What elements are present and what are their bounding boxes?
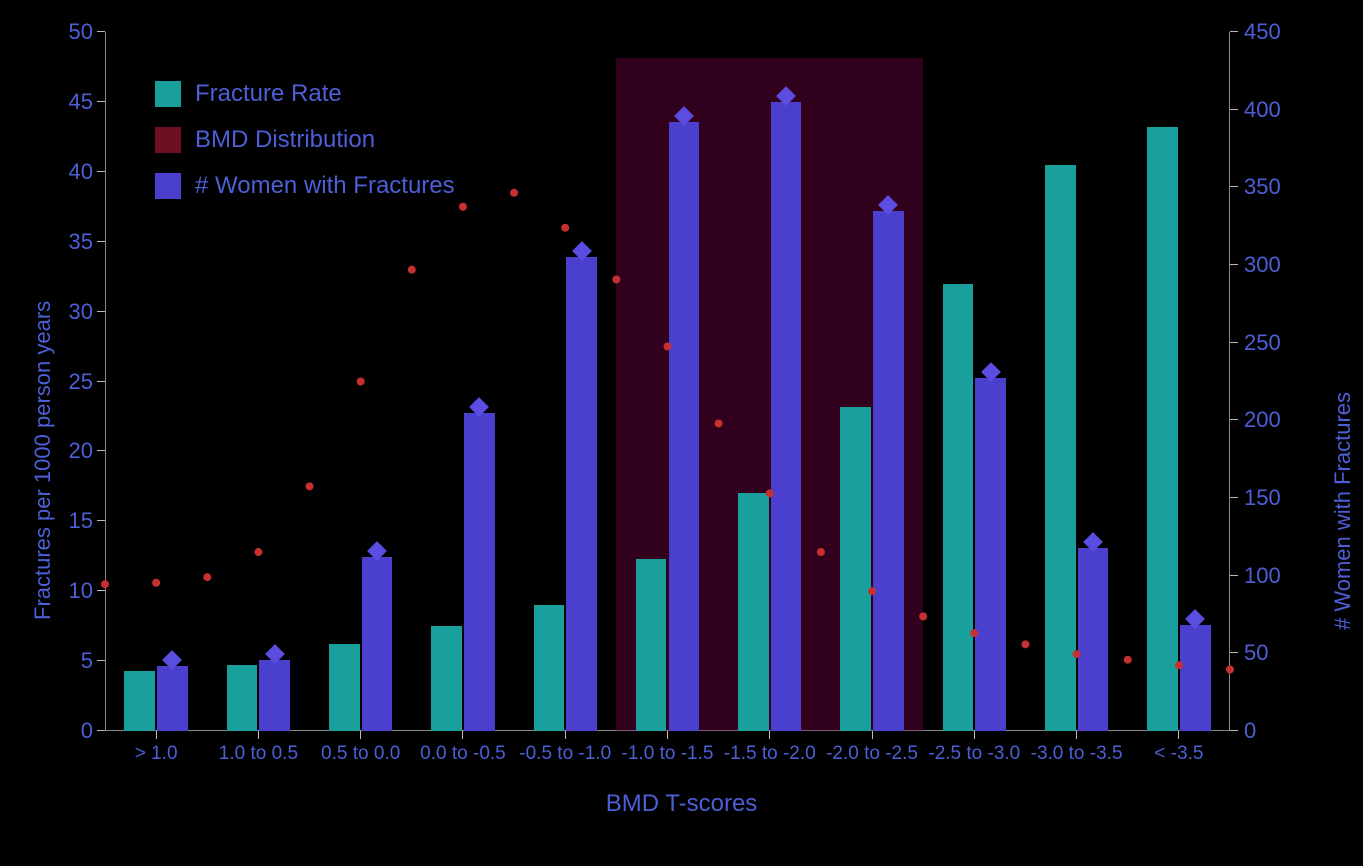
y1-tick-label: 35 xyxy=(55,229,93,255)
legend-label: Fracture Rate xyxy=(195,80,342,108)
x-tick-label: -1.5 to -2.0 xyxy=(724,743,816,765)
y2-tick-label: 400 xyxy=(1244,97,1281,123)
y2-tick-label: 0 xyxy=(1244,718,1256,744)
legend-swatch xyxy=(155,173,181,199)
y1-tick-label: 0 xyxy=(55,718,93,744)
y2-tick-label: 250 xyxy=(1244,330,1281,356)
y2-tick-label: 150 xyxy=(1244,485,1281,511)
y1-tick-label: 50 xyxy=(55,19,93,45)
y1-tick-label: 10 xyxy=(55,578,93,604)
y2-tick-label: 450 xyxy=(1244,19,1281,45)
legend-item: # Women with Fractures xyxy=(155,172,455,200)
legend-item: Fracture Rate xyxy=(155,80,455,108)
bmd-fracture-chart: Fractures per 1000 person years # Women … xyxy=(0,0,1363,866)
legend-label: # Women with Fractures xyxy=(195,172,455,200)
chart-legend: Fracture Rate BMD Distribution # Women wit… xyxy=(155,80,455,218)
x-tick-label: -1.0 to -1.5 xyxy=(622,743,714,765)
y2-tick-label: 100 xyxy=(1244,563,1281,589)
y1-tick-label: 15 xyxy=(55,508,93,534)
y1-tick-label: 5 xyxy=(55,648,93,674)
y1-axis-title: Fractures per 1000 person years xyxy=(30,301,56,620)
x-tick-label: > 1.0 xyxy=(135,743,178,765)
y1-tick-label: 30 xyxy=(55,299,93,325)
legend-swatch xyxy=(155,81,181,107)
y1-tick-label: 25 xyxy=(55,369,93,395)
y2-tick-label: 200 xyxy=(1244,407,1281,433)
legend-item: BMD Distribution xyxy=(155,126,455,154)
y2-tick-label: 350 xyxy=(1244,174,1281,200)
y1-tick-label: 45 xyxy=(55,89,93,115)
legend-label: BMD Distribution xyxy=(195,126,375,154)
y2-tick-label: 300 xyxy=(1244,252,1281,278)
x-tick-label: -2.5 to -3.0 xyxy=(928,743,1020,765)
y2-axis-title: # Women with Fractures xyxy=(1330,392,1356,630)
y2-tick-label: 50 xyxy=(1244,640,1268,666)
x-tick-label: 1.0 to 0.5 xyxy=(219,743,298,765)
legend-swatch xyxy=(155,127,181,153)
x-tick-label: 0.0 to -0.5 xyxy=(420,743,506,765)
x-tick-label: 0.5 to 0.0 xyxy=(321,743,400,765)
x-tick-label: -2.0 to -2.5 xyxy=(826,743,918,765)
x-tick-label: -3.0 to -3.5 xyxy=(1031,743,1123,765)
x-axis-title: BMD T-scores xyxy=(0,790,1363,818)
x-tick-label: -0.5 to -1.0 xyxy=(519,743,611,765)
x-tick-label: < -3.5 xyxy=(1154,743,1203,765)
y1-tick-label: 40 xyxy=(55,159,93,185)
y1-tick-label: 20 xyxy=(55,438,93,464)
